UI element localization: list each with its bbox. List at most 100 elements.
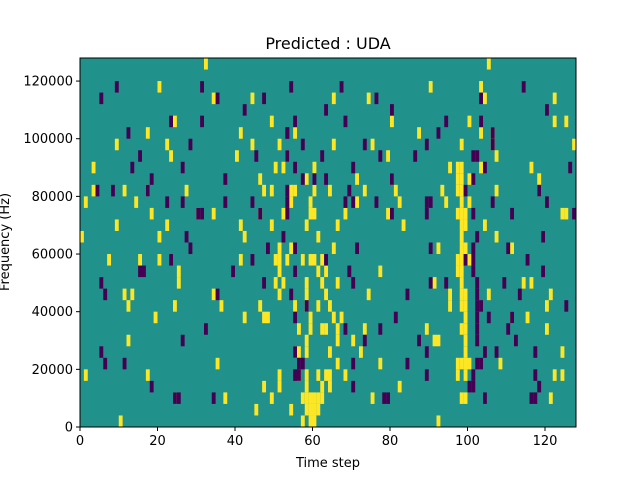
heatmap-cell-high	[463, 311, 468, 324]
heatmap-cell-low	[196, 207, 201, 220]
heatmap-cell-low	[223, 173, 228, 185]
heatmap-cell-low	[424, 196, 429, 208]
heatmap-cell-high	[432, 277, 437, 289]
heatmap-cell-low	[545, 104, 549, 116]
heatmap-cell-high	[463, 207, 468, 220]
heatmap-cell-high	[308, 207, 313, 220]
heatmap-cell-low	[471, 369, 476, 381]
heatmap-cell-high	[149, 207, 154, 220]
heatmap-cell-high	[448, 300, 452, 312]
heatmap-cell-low	[490, 138, 495, 151]
heatmap-cell-high	[463, 300, 468, 312]
heatmap-cell-low	[242, 104, 247, 116]
heatmap-cell-high	[83, 196, 88, 208]
heatmap-cell-high	[312, 403, 317, 416]
heatmap-cell-high	[320, 254, 325, 266]
heatmap-cell-high	[479, 81, 483, 93]
heatmap-cell-high	[355, 196, 359, 208]
heatmap-cell-high	[273, 161, 278, 174]
heatmap-cell-high	[114, 219, 119, 231]
heatmap-cell-high	[486, 58, 491, 70]
heatmap-cell-high	[223, 392, 228, 404]
heatmap-cell-low	[386, 392, 390, 404]
heatmap-cell-high	[331, 138, 336, 151]
heatmap-cell-low	[463, 184, 468, 197]
heatmap-cell-low	[510, 311, 514, 324]
heatmap-cell-high	[552, 115, 557, 128]
heatmap-cell-high	[545, 323, 549, 335]
heatmap-cell-high	[304, 380, 309, 393]
heatmap-cell-low	[293, 311, 297, 324]
heatmap-cell-high	[459, 196, 464, 208]
heatmap-cell-low	[324, 104, 328, 116]
heatmap-cell-high	[312, 254, 317, 266]
heatmap-cell-high	[355, 173, 359, 185]
heatmap-cell-high	[459, 323, 464, 335]
heatmap-cell-high	[448, 161, 452, 174]
heatmap-cell-high	[459, 242, 464, 255]
heatmap-cell-low	[169, 115, 173, 128]
heatmap-cell-low	[471, 207, 476, 220]
heatmap-cell-high	[204, 58, 208, 70]
heatmap-cell-high	[463, 219, 468, 231]
heatmap-cell-low	[300, 138, 305, 151]
heatmap-cell-high	[304, 346, 309, 358]
heatmap-cell-high	[262, 184, 266, 197]
chart-title: Predicted : UDA	[265, 34, 390, 53]
heatmap-cell-low	[262, 92, 266, 105]
y-tick-label: 20000	[32, 363, 73, 378]
heatmap-cell-high	[436, 242, 441, 255]
heatmap-cell-low	[176, 392, 181, 404]
heatmap-cell-low	[471, 150, 476, 162]
heatmap-cell-low	[293, 161, 297, 174]
heatmap-cell-low	[250, 196, 255, 208]
heatmap-cell-high	[80, 230, 84, 243]
heatmap-cell-high	[459, 138, 464, 151]
heatmap-cell-low	[393, 311, 398, 324]
heatmap-cell-high	[304, 369, 309, 381]
y-tick-label: 120000	[23, 75, 73, 90]
heatmap-cell-low	[211, 392, 216, 404]
heatmap-cell-high	[545, 300, 549, 312]
heatmap-cell-high	[122, 184, 127, 197]
heatmap-cell-high	[432, 334, 437, 347]
heatmap-cell-low	[374, 196, 379, 208]
heatmap-cell-high	[215, 357, 220, 370]
x-tick-label: 100	[455, 434, 480, 449]
heatmap-background	[80, 58, 576, 427]
heatmap-cell-high	[289, 242, 294, 255]
heatmap-cell-high	[107, 254, 111, 266]
heatmap-cell-low	[479, 115, 483, 128]
heatmap-cell-low	[471, 380, 476, 393]
heatmap-cell-high	[529, 161, 534, 174]
heatmap-cell-low	[483, 161, 487, 174]
heatmap-cell-low	[572, 207, 576, 220]
heatmap-cell-high	[328, 300, 332, 312]
heatmap-cell-high	[262, 380, 266, 393]
heatmap-cell-low	[173, 392, 177, 404]
heatmap-cell-high	[459, 207, 464, 220]
heatmap-cell-high	[483, 92, 487, 105]
y-tick-label: 40000	[32, 305, 73, 320]
heatmap-cell-low	[320, 150, 325, 162]
heatmap-cell-low	[300, 173, 305, 185]
heatmap-cell-high	[176, 277, 181, 289]
heatmap-cell-high	[320, 392, 325, 404]
heatmap-cell-low	[424, 369, 429, 381]
heatmap-cell-low	[494, 346, 499, 358]
heatmap-cell-high	[114, 138, 119, 151]
heatmap-cell-low	[215, 288, 220, 301]
heatmap-cell-low	[475, 311, 480, 324]
heatmap-cell-high	[238, 127, 243, 139]
heatmap-cell-low	[417, 334, 421, 347]
heatmap-cell-low	[200, 115, 204, 128]
heatmap-cell-high	[145, 369, 150, 381]
heatmap-cell-high	[440, 184, 445, 197]
heatmap-cell-low	[479, 300, 483, 312]
heatmap-cell-high	[572, 138, 576, 151]
x-tick-label: 80	[382, 434, 399, 449]
heatmap-cell-high	[297, 323, 301, 335]
heatmap-cell-high	[324, 323, 328, 335]
heatmap-cell-high	[467, 357, 472, 370]
heatmap-cell-high	[378, 357, 383, 370]
